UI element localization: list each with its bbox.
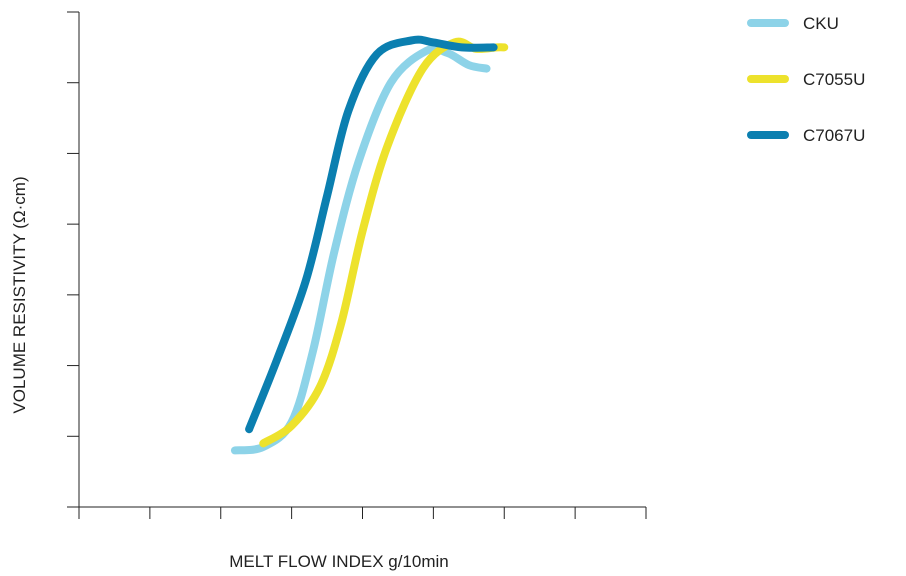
axes xyxy=(78,12,646,508)
series-line-c7067u xyxy=(245,35,498,434)
legend: CKU C7055U C7067U xyxy=(747,14,865,145)
series-lines xyxy=(230,35,509,455)
legend-label-cku: CKU xyxy=(803,14,839,33)
axis-ticks xyxy=(67,11,647,519)
x-axis-title: MELT FLOW INDEX g/10min xyxy=(229,552,448,571)
y-axis-title: VOLUME RESISTIVITY (Ω·cm) xyxy=(10,176,29,413)
legend-label-c7067u: C7067U xyxy=(803,126,865,145)
legend-label-c7055u: C7055U xyxy=(803,70,865,89)
